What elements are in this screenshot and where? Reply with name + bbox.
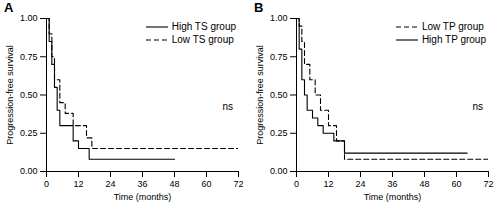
svg-text:36: 36 bbox=[137, 179, 147, 189]
svg-text:0.25: 0.25 bbox=[20, 128, 38, 138]
svg-text:48: 48 bbox=[169, 179, 179, 189]
html-text:Low TS group: Low TS group bbox=[171, 34, 234, 45]
html-text:High TS group: High TS group bbox=[171, 21, 236, 32]
svg-text:72: 72 bbox=[233, 179, 243, 189]
svg-text:0.25: 0.25 bbox=[270, 128, 288, 138]
svg-text:24: 24 bbox=[355, 179, 365, 189]
svg-text:0.00: 0.00 bbox=[270, 166, 288, 176]
svg-text:0.75: 0.75 bbox=[270, 52, 288, 62]
svg-text:Time (months): Time (months) bbox=[364, 192, 422, 202]
svg-text:48: 48 bbox=[419, 179, 429, 189]
svg-text:ns: ns bbox=[223, 101, 234, 112]
svg-text:60: 60 bbox=[451, 179, 461, 189]
svg-text:Progression-free survival: Progression-free survival bbox=[255, 45, 265, 145]
svg-text:0.00: 0.00 bbox=[20, 166, 38, 176]
svg-text:0: 0 bbox=[294, 179, 299, 189]
svg-text:60: 60 bbox=[201, 179, 211, 189]
svg-text:12: 12 bbox=[73, 179, 83, 189]
svg-text:12: 12 bbox=[323, 179, 333, 189]
html-text:Low TP group: Low TP group bbox=[421, 21, 484, 32]
html-text:B: B bbox=[254, 0, 264, 15]
html-text:A: A bbox=[4, 0, 14, 15]
html-text:High TP group: High TP group bbox=[421, 34, 486, 45]
svg-text:Time (months): Time (months) bbox=[114, 192, 172, 202]
svg-text:1.00: 1.00 bbox=[20, 13, 38, 23]
svg-text:72: 72 bbox=[483, 179, 493, 189]
svg-text:1.00: 1.00 bbox=[270, 13, 288, 23]
svg-text:0.75: 0.75 bbox=[20, 52, 38, 62]
svg-text:ns: ns bbox=[473, 101, 484, 112]
svg-text:0: 0 bbox=[44, 179, 49, 189]
svg-text:Progression-free survival: Progression-free survival bbox=[5, 45, 15, 145]
svg-text:36: 36 bbox=[387, 179, 397, 189]
svg-text:24: 24 bbox=[105, 179, 115, 189]
svg-text:0.50: 0.50 bbox=[270, 90, 288, 100]
svg-text:0.50: 0.50 bbox=[20, 90, 38, 100]
